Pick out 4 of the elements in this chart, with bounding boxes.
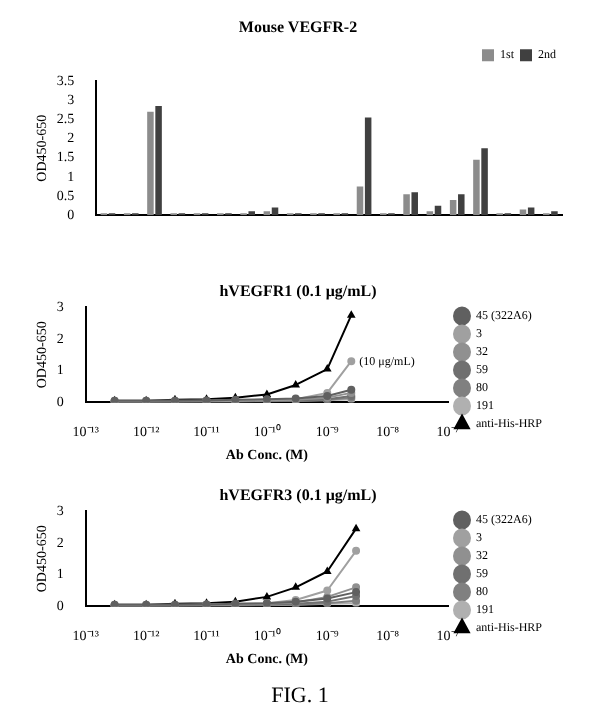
caption: FIG. 1 <box>269 684 331 708</box>
chart-title: hVEGFR3 (0.1 μg/mL) <box>219 485 378 504</box>
chart-title: Mouse VEGFR-2 <box>238 17 358 36</box>
chart-title: hVEGFR1 (0.1 μg/mL) <box>219 281 378 300</box>
